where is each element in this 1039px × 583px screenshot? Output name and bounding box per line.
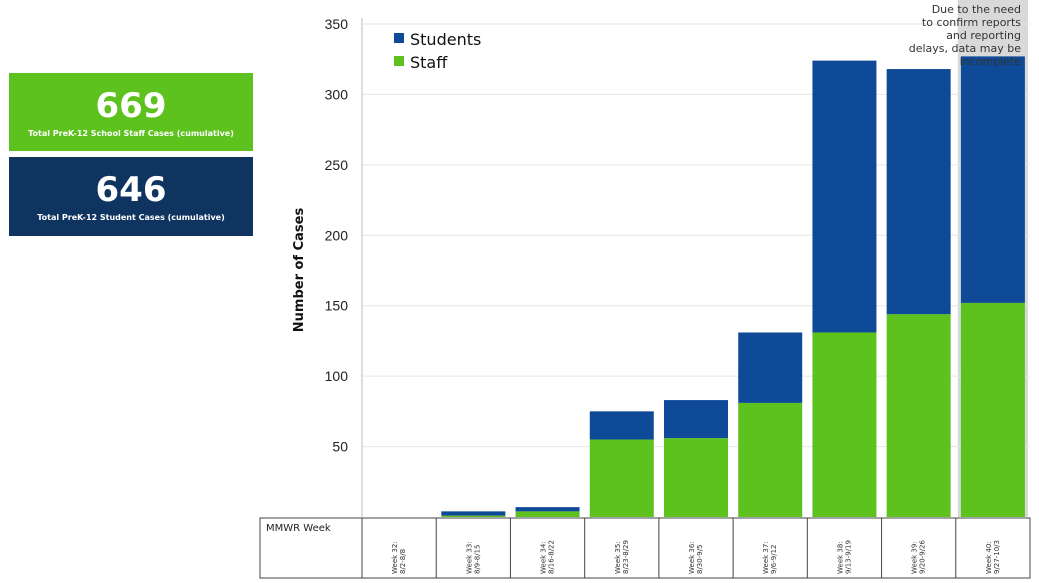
- y-tick-label: 300: [325, 86, 349, 102]
- x-tick-label-week: Week 39:: [911, 541, 919, 574]
- student-cases-value: 646: [95, 170, 167, 210]
- bar-students: [441, 511, 506, 516]
- x-tick-label-dates: 9/27-10/3: [993, 540, 1001, 574]
- y-axis-title: Number of Cases: [292, 208, 307, 333]
- y-tick-label: 150: [325, 298, 349, 314]
- bar-students: [664, 400, 728, 439]
- bar-students: [515, 507, 580, 512]
- staff-cases-card: 669 Total PreK-12 School Staff Cases (cu…: [9, 73, 253, 151]
- staff-cases-label: Total PreK-12 School Staff Cases (cumula…: [28, 129, 234, 138]
- student-cases-label: Total PreK-12 Student Cases (cumulative): [37, 213, 225, 222]
- x-tick-label-week: Week 38:: [836, 541, 844, 574]
- annotation-line: and reporting: [946, 29, 1021, 42]
- x-axis-title: MMWR Week: [266, 523, 331, 534]
- x-tick-label-week: Week 32:: [391, 541, 399, 574]
- annotation-line: incomplete: [960, 55, 1022, 68]
- x-tick-label-dates: 8/9-8/15: [473, 544, 481, 574]
- bar-students: [886, 69, 951, 315]
- bar-staff: [886, 314, 951, 517]
- x-tick-label-week: Week 33:: [465, 541, 473, 574]
- bar-staff: [515, 511, 580, 517]
- x-tick-label-dates: 8/30-9/5: [696, 544, 704, 574]
- x-tick-label-week: Week 36:: [688, 541, 696, 574]
- bar-staff: [589, 439, 654, 517]
- annotation-line: Due to the need: [932, 3, 1021, 16]
- x-tick-label-dates: 9/13-9/19: [844, 540, 852, 574]
- legend-label-students: Students: [410, 30, 481, 49]
- y-tick-label: 350: [325, 16, 349, 32]
- y-tick-label: 50: [332, 439, 348, 455]
- x-tick-label-dates: 9/6-9/12: [770, 544, 778, 574]
- y-tick-label: 100: [325, 368, 349, 384]
- legend-swatch-students: [394, 33, 404, 43]
- bar-staff: [738, 402, 803, 517]
- bar-students: [960, 56, 1025, 303]
- legend-label-staff: Staff: [410, 53, 448, 72]
- x-tick-label-dates: 9/20-9/26: [919, 539, 927, 574]
- annotation-line: to confirm reports: [922, 16, 1021, 29]
- bar-students: [812, 60, 877, 333]
- x-tick-label-dates: 8/2-8/8: [399, 549, 407, 574]
- bar-staff: [960, 302, 1025, 517]
- x-tick-label-dates: 8/23-8/29: [622, 540, 630, 574]
- student-cases-card: 646 Total PreK-12 Student Cases (cumulat…: [9, 157, 253, 236]
- bar-staff: [441, 515, 506, 517]
- staff-cases-value: 669: [95, 86, 167, 126]
- y-tick-label: 200: [325, 227, 349, 243]
- bar-staff: [664, 438, 728, 517]
- bar-staff: [812, 332, 877, 517]
- legend-swatch-staff: [394, 56, 404, 66]
- x-tick-label-week: Week 37:: [762, 541, 770, 574]
- x-tick-label-dates: 8/16-8/22: [548, 540, 556, 574]
- bar-students: [738, 332, 803, 403]
- x-tick-label-week: Week 35:: [614, 541, 622, 574]
- x-tick-label-week: Week 40:: [985, 541, 993, 574]
- annotation-line: delays, data may be: [909, 42, 1021, 55]
- x-tick-label-week: Week 34:: [540, 541, 548, 574]
- y-tick-label: 250: [325, 157, 349, 173]
- bar-students: [589, 411, 654, 440]
